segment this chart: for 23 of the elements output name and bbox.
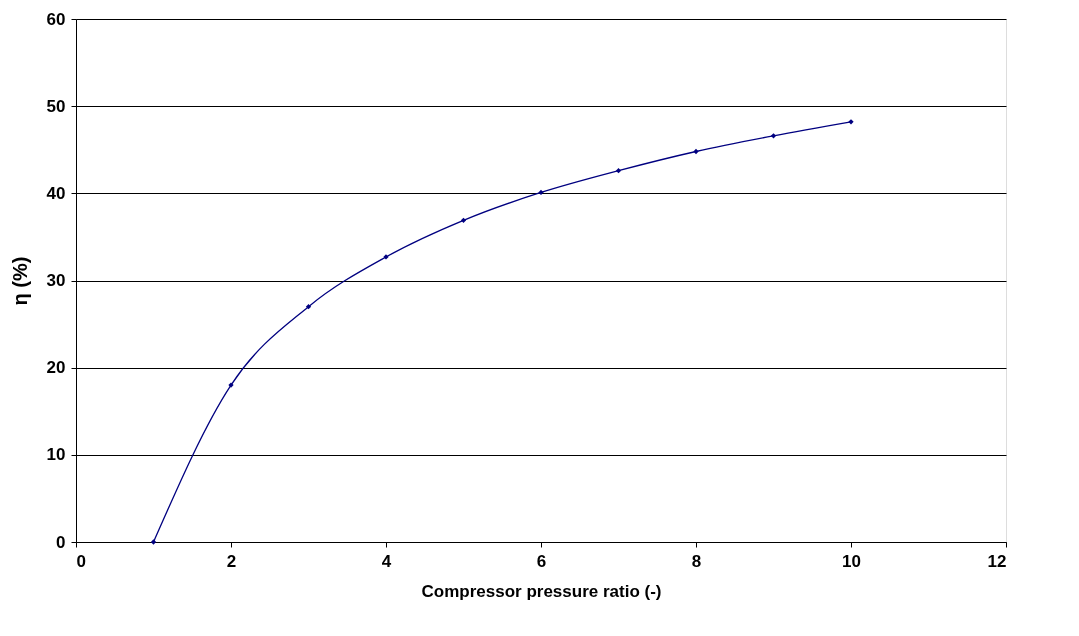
y-tick-label: 10	[46, 445, 66, 465]
x-tick-label: 6	[536, 551, 547, 571]
y-tick-label: 20	[46, 358, 66, 378]
y-tick-label: 0	[56, 532, 66, 552]
x-tick-label: 10	[842, 551, 861, 571]
point	[538, 189, 544, 196]
y-tick-label: 40	[46, 183, 66, 203]
point	[150, 539, 157, 545]
y-tick-label: 50	[46, 96, 66, 116]
y-tick-label: 60	[46, 9, 66, 29]
x-tick-label: 0	[76, 551, 86, 571]
point	[305, 304, 312, 310]
point	[615, 168, 622, 174]
point	[693, 148, 699, 155]
x-axis-title: Compressor pressure ratio (-)	[421, 581, 662, 601]
x-tick-label: 12	[987, 551, 1007, 571]
point	[460, 217, 467, 223]
y-axis-title: η (%)	[8, 256, 31, 306]
point	[770, 133, 777, 139]
y-tick-label: 30	[46, 271, 66, 290]
x-tick-label: 2	[226, 551, 237, 571]
x-tick-label: 4	[381, 551, 392, 571]
x-tick-label: 8	[691, 551, 702, 571]
